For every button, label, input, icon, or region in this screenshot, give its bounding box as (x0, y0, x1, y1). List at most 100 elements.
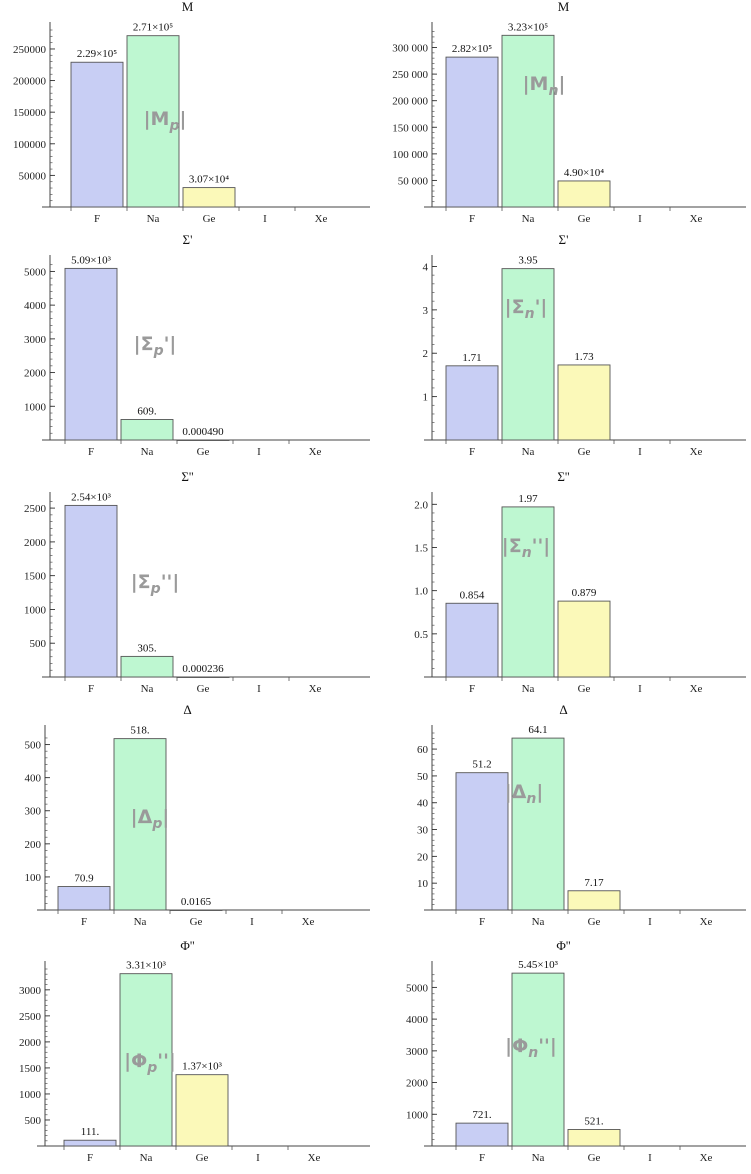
data-label: 305. (137, 642, 157, 654)
y-tick-label: 4 (423, 261, 429, 273)
bar-na (501, 506, 555, 678)
series-annotation: |Φp''| (124, 1050, 176, 1076)
x-tick-label: Xe (308, 1152, 321, 1164)
data-label: 521. (584, 1115, 604, 1127)
data-label: 2.82×10⁵ (452, 43, 492, 55)
x-tick-label: I (648, 916, 652, 928)
bar-ge (176, 439, 230, 441)
x-tick-label: Ge (578, 683, 591, 695)
data-label: 1.73 (574, 351, 594, 363)
bar-ge (182, 187, 236, 208)
data-label: 5.45×10³ (518, 959, 558, 971)
y-tick-label: 1000 (19, 1089, 42, 1101)
y-tick-label: 2 (423, 348, 429, 360)
x-tick-label: F (469, 446, 475, 458)
x-tick-label: I (257, 683, 261, 695)
x-tick-label: Xe (315, 213, 328, 225)
series-annotation: |Φn''| (505, 1035, 557, 1061)
bar-f (445, 602, 499, 678)
y-tick-label: 300 000 (392, 43, 428, 55)
y-tick-label: 1000 (24, 401, 47, 413)
series-annotation: |Σn'| (505, 296, 548, 322)
chart-svg: 1000 2000 3000 4000 5000 F 5.09×10³ Na 609. Ge 0.0… (24, 254, 370, 458)
x-tick-label: I (638, 446, 642, 458)
y-tick-label: 1000 (406, 1109, 429, 1121)
chart-panel: Δ 10 20 30 40 50 60 F 51.2 Na 64.1 Ge 7.17 I Xe |Δn| (376, 702, 751, 937)
chart-svg: 50000 100000 150000 200000 250000 F 2.29×10⁵ Na… (13, 22, 370, 225)
data-label: 64.1 (528, 724, 547, 736)
bar-f (455, 772, 509, 911)
y-tick-label: 50 000 (398, 175, 429, 187)
y-tick-label: 50 (417, 771, 429, 783)
bar-na (511, 972, 565, 1147)
chart-panel: Σ' 1 2 3 4 F 1.71 Na 3.95 Ge 1.73 I Xe |Σn'| (376, 232, 751, 467)
bar-ge (557, 180, 611, 208)
x-tick-label: Na (147, 213, 160, 225)
bar-f (63, 1139, 117, 1147)
x-tick-label: Na (522, 213, 535, 225)
data-label: 721. (472, 1109, 492, 1121)
y-tick-label: 100000 (13, 139, 47, 151)
x-tick-label: F (479, 916, 485, 928)
y-tick-label: 2000 (19, 1037, 42, 1049)
chart-title: Δ (559, 702, 568, 717)
bar-ge (175, 1074, 229, 1147)
y-tick-label: 150 000 (392, 122, 428, 134)
x-tick-label: Na (141, 446, 154, 458)
chart-svg: 0.5 1.0 1.5 2.0 F 0.854 Na 1.97 Ge 0.879 I Xe |Σn''| (414, 492, 746, 695)
chart-title: Σ' (558, 232, 569, 247)
x-tick-label: Xe (309, 683, 322, 695)
data-label: 1.97 (518, 493, 538, 505)
x-tick-label: Xe (700, 916, 713, 928)
y-tick-label: 2500 (24, 503, 47, 515)
y-tick-label: 50000 (19, 170, 47, 182)
y-tick-label: 100 (25, 872, 42, 884)
y-tick-label: 200 (25, 839, 42, 851)
y-tick-label: 200 000 (392, 96, 428, 108)
x-tick-label: F (88, 446, 94, 458)
x-tick-label: I (648, 1152, 652, 1164)
x-tick-label: F (81, 916, 87, 928)
y-tick-label: 2.0 (414, 499, 428, 511)
x-tick-label: Ge (588, 916, 601, 928)
chart-title: Δ (183, 702, 192, 717)
chart-panel: Φ'' 500 1000 1500 2000 2500 3000 F 111. Na 3.31×10… (0, 938, 375, 1173)
x-tick-label: F (469, 683, 475, 695)
x-tick-label: Ge (190, 916, 203, 928)
y-tick-label: 2500 (19, 1011, 42, 1023)
y-tick-label: 5000 (24, 266, 47, 278)
bar-na (501, 34, 555, 208)
data-label: 3.23×10⁵ (508, 21, 548, 33)
y-tick-label: 1.5 (414, 542, 428, 554)
y-tick-label: 40 (417, 798, 429, 810)
y-tick-label: 2000 (24, 368, 47, 380)
series-annotation: |Σp'| (134, 333, 177, 359)
y-tick-label: 2000 (24, 537, 47, 549)
y-tick-label: 1000 (24, 604, 47, 616)
chart-panel: M 50000 100000 150000 200000 250000 F 2.29×10⁵ N… (0, 0, 375, 234)
chart-title: Φ'' (556, 938, 571, 953)
y-tick-label: 250000 (13, 44, 47, 56)
x-tick-label: Xe (309, 446, 322, 458)
bar-na (119, 973, 173, 1147)
x-tick-label: I (263, 213, 267, 225)
data-label: 0.000490 (182, 426, 224, 438)
x-tick-label: I (638, 683, 642, 695)
y-tick-label: 100 000 (392, 149, 428, 161)
y-tick-label: 3000 (24, 334, 47, 346)
data-label: 0.854 (460, 589, 485, 601)
data-label: 0.0165 (181, 896, 212, 908)
chart-title: M (557, 0, 570, 14)
bar-ge (567, 890, 621, 911)
x-tick-label: Xe (700, 1152, 713, 1164)
y-tick-label: 4000 (406, 1014, 429, 1026)
chart-panel: Σ'' 0.5 1.0 1.5 2.0 F 0.854 Na 1.97 Ge 0.879 I Xe |Σn… (376, 469, 751, 704)
bar-na (511, 737, 565, 911)
y-tick-label: 200000 (13, 76, 47, 88)
data-label: 111. (81, 1126, 100, 1138)
y-tick-label: 5000 (406, 982, 429, 994)
chart-title: M (181, 0, 194, 14)
y-tick-label: 300 (25, 806, 42, 818)
chart-title: Σ' (182, 232, 193, 247)
data-label: 3.95 (518, 255, 538, 267)
